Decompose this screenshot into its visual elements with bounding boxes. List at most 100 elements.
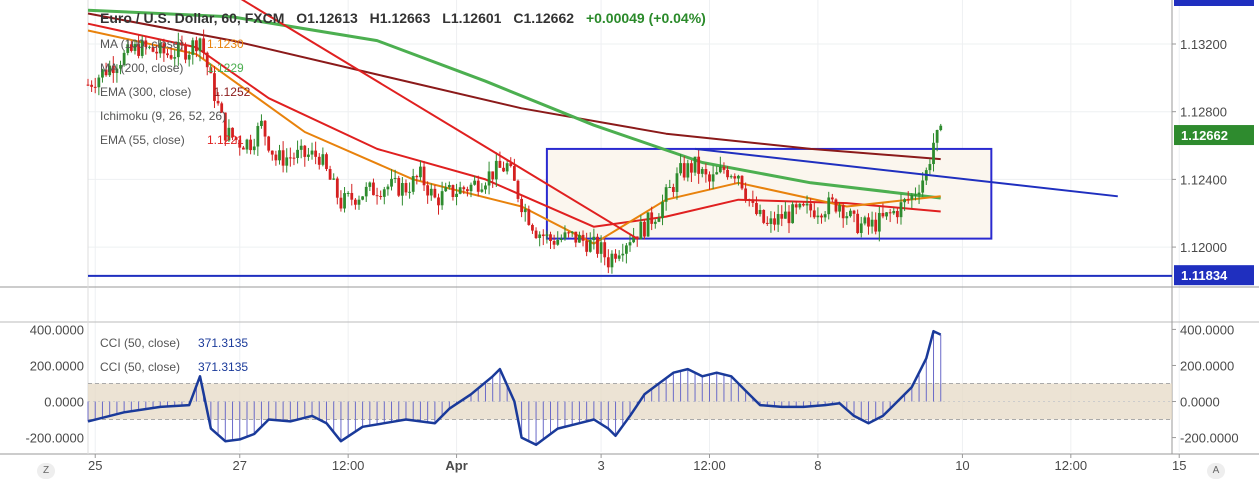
candle	[480, 183, 484, 193]
candle	[693, 156, 697, 176]
candle	[173, 49, 177, 68]
candle	[93, 77, 97, 94]
ohlc-low: L1.12601	[442, 10, 502, 26]
candle-body	[549, 234, 552, 242]
candle	[343, 187, 346, 213]
candle-body	[841, 205, 845, 219]
candle	[520, 196, 523, 218]
candle-body	[679, 163, 682, 174]
candle	[679, 154, 682, 176]
candle-body	[740, 175, 744, 189]
candle	[86, 78, 90, 86]
candle-body	[321, 154, 325, 165]
candle-body	[227, 127, 231, 141]
candle	[780, 205, 784, 227]
candle	[455, 183, 458, 206]
candle-body	[256, 126, 260, 147]
candle	[834, 198, 838, 214]
candle-body	[852, 210, 856, 214]
candle-body	[216, 100, 220, 104]
candle-body	[859, 223, 863, 233]
candle-body	[393, 177, 397, 179]
candle	[429, 183, 433, 201]
candle-body	[328, 169, 332, 180]
candle	[433, 184, 437, 199]
candle-body	[122, 52, 126, 65]
candle	[939, 123, 943, 132]
legend-value: 1.1252	[214, 85, 251, 99]
cci-line	[87, 329, 942, 447]
zoom-button[interactable]: Z	[37, 463, 55, 479]
symbol-title[interactable]: Euro / U.S. Dollar, 60, FXCM	[100, 10, 285, 26]
candle-body	[353, 199, 357, 205]
candle-body	[596, 236, 599, 254]
candle-body	[534, 230, 538, 239]
candle-body	[523, 209, 527, 213]
candle	[906, 191, 910, 204]
candle-body	[646, 212, 650, 237]
candle	[549, 231, 552, 249]
candle	[545, 230, 549, 244]
candle-body	[812, 210, 816, 218]
legend-item: EMA (55, close) 1.1221	[100, 133, 244, 147]
candle	[787, 205, 791, 234]
candle	[794, 201, 798, 215]
candle-body	[339, 197, 343, 209]
candle-body	[932, 142, 935, 165]
overlay-ema-300-close-	[87, 12, 941, 161]
candle	[805, 195, 809, 214]
candle	[440, 181, 444, 210]
candle	[859, 216, 863, 238]
candle	[765, 216, 769, 226]
candle	[570, 231, 574, 237]
candle-body	[458, 187, 462, 194]
time-tick-label: 15	[1172, 458, 1186, 473]
candle	[198, 37, 202, 62]
candle-body	[538, 234, 542, 239]
candle-body	[148, 46, 151, 48]
auto-scale-button[interactable]: A	[1207, 463, 1225, 479]
candle	[841, 202, 845, 228]
candle-body	[657, 218, 661, 222]
cci-legend-label: CCI (50, close)	[100, 360, 180, 374]
candle-body	[234, 137, 238, 140]
candle	[762, 209, 766, 225]
candle-body	[303, 145, 307, 157]
candle-body	[917, 192, 921, 195]
candle-body	[129, 44, 133, 51]
candle-body	[737, 175, 740, 179]
candle-body	[632, 236, 636, 243]
candle	[830, 193, 834, 203]
candle-body	[390, 178, 393, 187]
candle	[104, 62, 108, 77]
candle	[733, 173, 737, 184]
legend-item: MA (100, close) 1.1230	[100, 37, 244, 51]
candle-body	[668, 187, 672, 189]
candle	[180, 35, 184, 52]
candle	[372, 178, 375, 196]
candle-body	[285, 157, 289, 166]
candle	[437, 193, 440, 215]
candle	[252, 138, 256, 155]
candle-body	[375, 195, 379, 197]
cci-tick-label: 0.0000	[1180, 395, 1220, 410]
candle	[523, 203, 527, 222]
candle	[307, 147, 310, 161]
candle	[133, 40, 137, 55]
candle-body	[494, 160, 498, 180]
candle	[353, 198, 357, 210]
chart-header: Euro / U.S. Dollar, 60, FXCM O1.12613 H1…	[100, 10, 714, 26]
falling-trendline	[240, 0, 638, 240]
candle-body	[599, 242, 603, 254]
candle-body	[144, 40, 148, 47]
candle-body	[802, 203, 805, 206]
candle	[350, 183, 354, 206]
candle	[874, 212, 878, 235]
legend-item: Ichimoku (9, 26, 52, 26)	[100, 109, 226, 123]
candle-body	[614, 253, 617, 259]
candle-body	[126, 44, 130, 53]
candle-body	[346, 192, 350, 194]
candle	[303, 144, 307, 167]
candle	[202, 29, 206, 59]
candle	[148, 45, 151, 50]
